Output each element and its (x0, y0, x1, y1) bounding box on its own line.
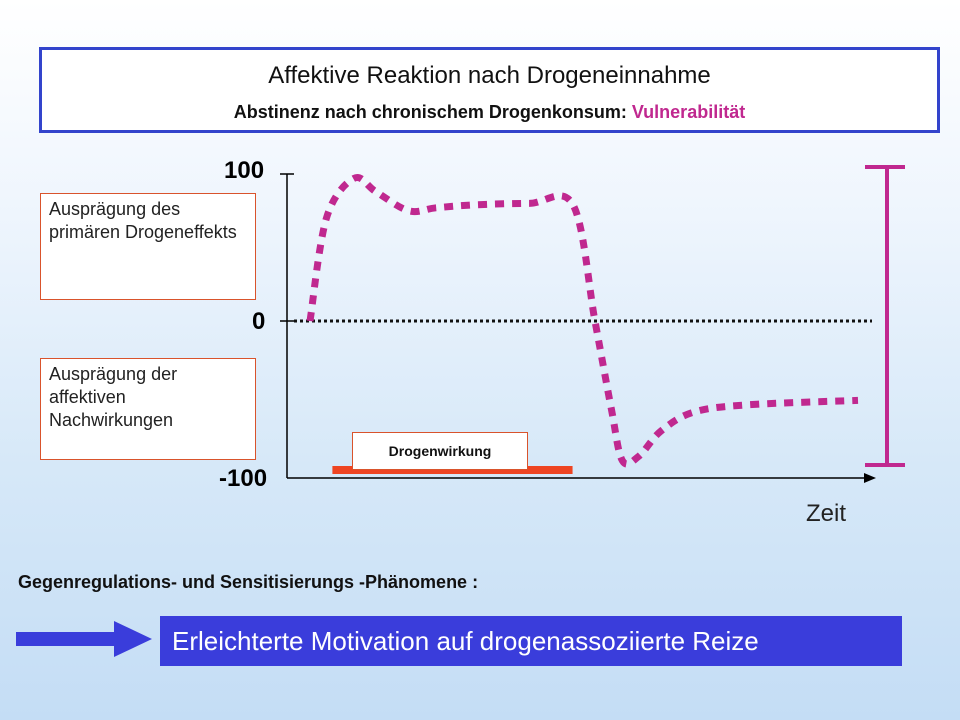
y-tick-label-100: 100 (224, 157, 265, 184)
aftereffect-label: Ausprägung der affektiven Nachwirkungen (40, 358, 256, 460)
subtitle-text: Abstinenz nach chronischem Drogenkonsum: (233, 102, 632, 122)
phenomena-label: Gegenregulations- und Sensitisierungs -P… (18, 572, 479, 592)
primary-effect-label: Ausprägung des primären Drogeneffekts (40, 193, 256, 300)
drug-effect-label: Drogenwirkung (352, 432, 528, 470)
affect-curve (306, 174, 859, 468)
motivation-box: Erleichterte Motivation auf drogenassozi… (160, 616, 902, 666)
y-tick-label-0: 0 (252, 308, 266, 335)
right-arrow-icon (16, 621, 152, 657)
page-title: Affektive Reaktion nach Drogeneinnahme (268, 62, 711, 89)
title-box: Affektive Reaktion nach Drogeneinnahme A… (39, 47, 940, 133)
x-axis-label: Zeit (806, 500, 847, 527)
y-tick-label-minus-100: -100 (219, 465, 268, 492)
page-subtitle: Abstinenz nach chronischem Drogenkonsum:… (42, 102, 937, 123)
x-axis-arrowhead (864, 473, 876, 483)
drug-period-bar (332, 466, 573, 474)
subtitle-accent: Vulnerabilität (631, 102, 746, 122)
